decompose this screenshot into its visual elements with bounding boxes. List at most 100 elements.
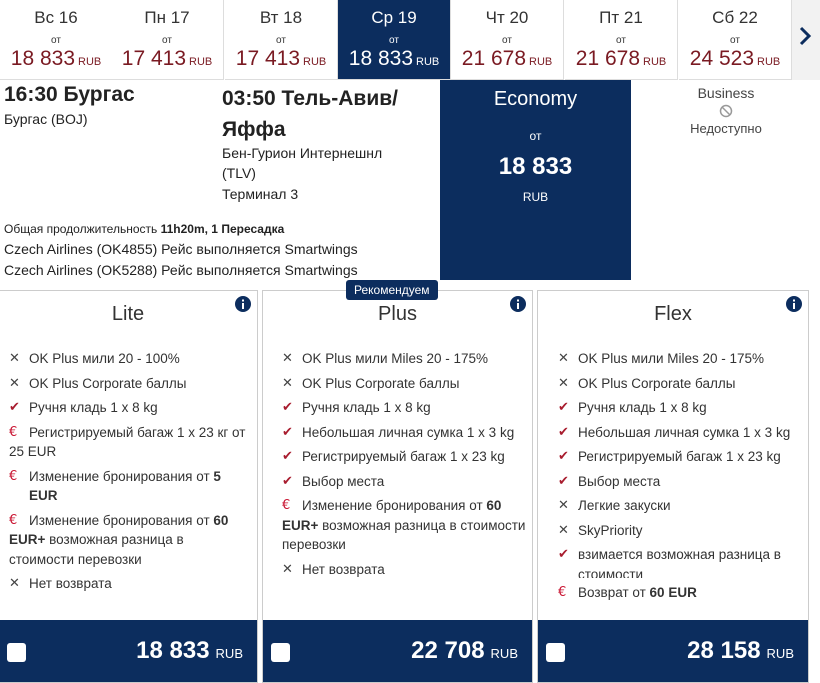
currency: RUB — [529, 56, 553, 68]
arrival-airport: Бен-Гурион Интернешнл (TLV) — [222, 145, 383, 181]
from: от — [730, 35, 740, 46]
date-tab[interactable]: Сб 22 от 24 523 RUB — [679, 0, 792, 80]
status: Недоступно — [690, 121, 762, 136]
info-icon[interactable] — [235, 296, 251, 312]
feature: Ручня кладь 1 x 8 kg — [302, 400, 431, 415]
price: 17 413 — [121, 47, 186, 70]
fare-card[interactable]: Flex ✕ OK Plus мили Miles 20 - 175% ✕ OK P… — [537, 290, 809, 683]
feature-bold: 60 EUR+ — [282, 498, 502, 533]
price: 18 833 — [136, 637, 210, 664]
feature: Небольшая личная сумка 1 x 3 kg — [578, 424, 791, 440]
date-tab[interactable]: Вс 16 от 18 833 RUB — [0, 0, 113, 80]
feature: OK Plus Corporate баллы — [29, 375, 187, 391]
feature: Ручня кладь 1 x 8 kg — [578, 400, 707, 415]
price: 21 678 — [575, 47, 640, 70]
price: 22 708 — [411, 637, 485, 664]
from: от — [616, 35, 626, 46]
from: от — [529, 129, 542, 143]
price: 18 833 — [348, 47, 413, 70]
departure: 16:30 Бургас — [4, 83, 135, 106]
duration-label: Общая продолжительность — [4, 222, 158, 236]
day: Чт 20 — [485, 8, 529, 27]
feature: OK Plus мили Miles 20 - 175% — [302, 351, 489, 366]
from: от — [51, 35, 61, 46]
date-tab[interactable]: Пт 21 от 21 678 RUB — [565, 0, 678, 80]
date-tab[interactable]: Чт 20 от 21 678 RUB — [451, 0, 564, 80]
currency: RUB — [766, 646, 794, 661]
feature: Ручня кладь 1 x 8 kg — [29, 400, 158, 415]
fare-name: Lite — [111, 303, 145, 325]
from: от — [162, 35, 172, 46]
segment: Czech Airlines (OK5288) Рейс выполняется… — [4, 262, 358, 278]
feature: Возврат от — [578, 585, 646, 600]
duration: 11h20m, 1 Пересадка — [160, 222, 285, 236]
feature: возможная разница в стоимости перевозки — [282, 517, 526, 553]
feature: OK Plus Corporate баллы — [302, 375, 460, 391]
feature-bold: 5 EUR — [29, 468, 221, 504]
feature: OK Plus мили Miles 20 - 175% — [578, 351, 765, 366]
checkbox[interactable] — [7, 643, 26, 662]
fare-card[interactable]: Lite ✕ OK Plus мили 20 - 100% ✕ OK Plus Co… — [0, 290, 258, 683]
feature-bold: 60 EUR+ — [9, 512, 229, 548]
currency: RUB — [757, 56, 781, 68]
next-button[interactable] — [792, 0, 820, 80]
feature: Регистрируемый багаж 1 x 23 kg — [302, 449, 505, 464]
feature: Небольшая личная сумка 1 x 3 kg — [302, 424, 515, 440]
feature: Нет возврата — [29, 576, 112, 591]
feature: Регистрируемый багаж 1 x 23 kg — [578, 449, 781, 464]
day: Вс 16 — [34, 8, 78, 27]
day: Пн 17 — [144, 8, 190, 27]
feature: OK Plus мили 20 - 100% — [29, 351, 180, 366]
price: 18 833 — [10, 47, 75, 70]
departure-airport: Бургас (BOJ) — [4, 111, 88, 127]
fare-name: Plus — [378, 303, 417, 325]
economy-box[interactable]: Economy от 18 833 RUB — [440, 80, 631, 280]
checkbox[interactable] — [546, 643, 565, 662]
feature: Регистрируемый багаж 1 x 23 кг от — [29, 424, 246, 440]
date-tab-selected[interactable]: Ср 19 от 18 833 RUB — [338, 0, 451, 80]
from: от — [502, 35, 512, 46]
business-box: Business Недоступно — [646, 85, 806, 136]
feature: Изменение бронирования от — [302, 498, 483, 513]
feature-bold: 25 EUR — [9, 444, 57, 459]
feature-bold: 60 EUR — [649, 585, 697, 600]
class-title: Business — [697, 85, 755, 101]
unavailable-icon — [719, 104, 733, 118]
price: 21 678 — [461, 47, 526, 70]
currency: RUB — [416, 56, 440, 68]
day: Вт 18 — [259, 8, 303, 27]
checkbox[interactable] — [271, 643, 290, 662]
feature: Легкие закуски — [578, 498, 671, 513]
fare-name: Flex — [654, 303, 692, 325]
day: Пт 21 — [599, 8, 643, 27]
feature: Нет возврата — [302, 561, 385, 577]
price: 24 523 — [689, 47, 754, 70]
feature: Изменение бронирования от — [29, 468, 210, 484]
currency: RUB — [78, 56, 102, 68]
feature: взимается возможная разница в стоимости — [578, 547, 781, 578]
currency: RUB — [215, 646, 243, 661]
date-tab[interactable]: Пн 17 от 17 413 RUB — [111, 0, 224, 80]
info-icon[interactable] — [510, 296, 526, 312]
feature: OK Plus Corporate баллы — [578, 375, 736, 391]
info-icon[interactable] — [786, 296, 802, 312]
currency: RUB — [303, 56, 327, 68]
date-tab[interactable]: Вт 18 от 17 413 RUB — [225, 0, 338, 80]
class-title: Economy — [493, 88, 578, 110]
from: от — [389, 35, 399, 46]
currency: RUB — [522, 190, 549, 204]
fare-card[interactable]: Plus ✕ OK Plus мили Miles 20 - 175% ✕ OK P… — [262, 290, 533, 683]
feature: SkyPriority — [578, 522, 643, 538]
price: 28 158 — [687, 637, 761, 664]
segment: Czech Airlines (OK4855) Рейс выполняется… — [4, 241, 358, 257]
feature: возможная разница в стоимости перевозки — [9, 532, 184, 567]
day: Сб 22 — [712, 8, 758, 27]
price: 18 833 — [498, 153, 573, 180]
day: Ср 19 — [371, 8, 417, 27]
terminal: Терминал 3 — [222, 186, 299, 202]
feature: Выбор места — [578, 473, 661, 489]
from: от — [276, 35, 286, 46]
arrival: 03:50 Тель-Авив/ Яффа — [222, 87, 398, 141]
feature: Изменение бронирования от — [29, 512, 210, 528]
